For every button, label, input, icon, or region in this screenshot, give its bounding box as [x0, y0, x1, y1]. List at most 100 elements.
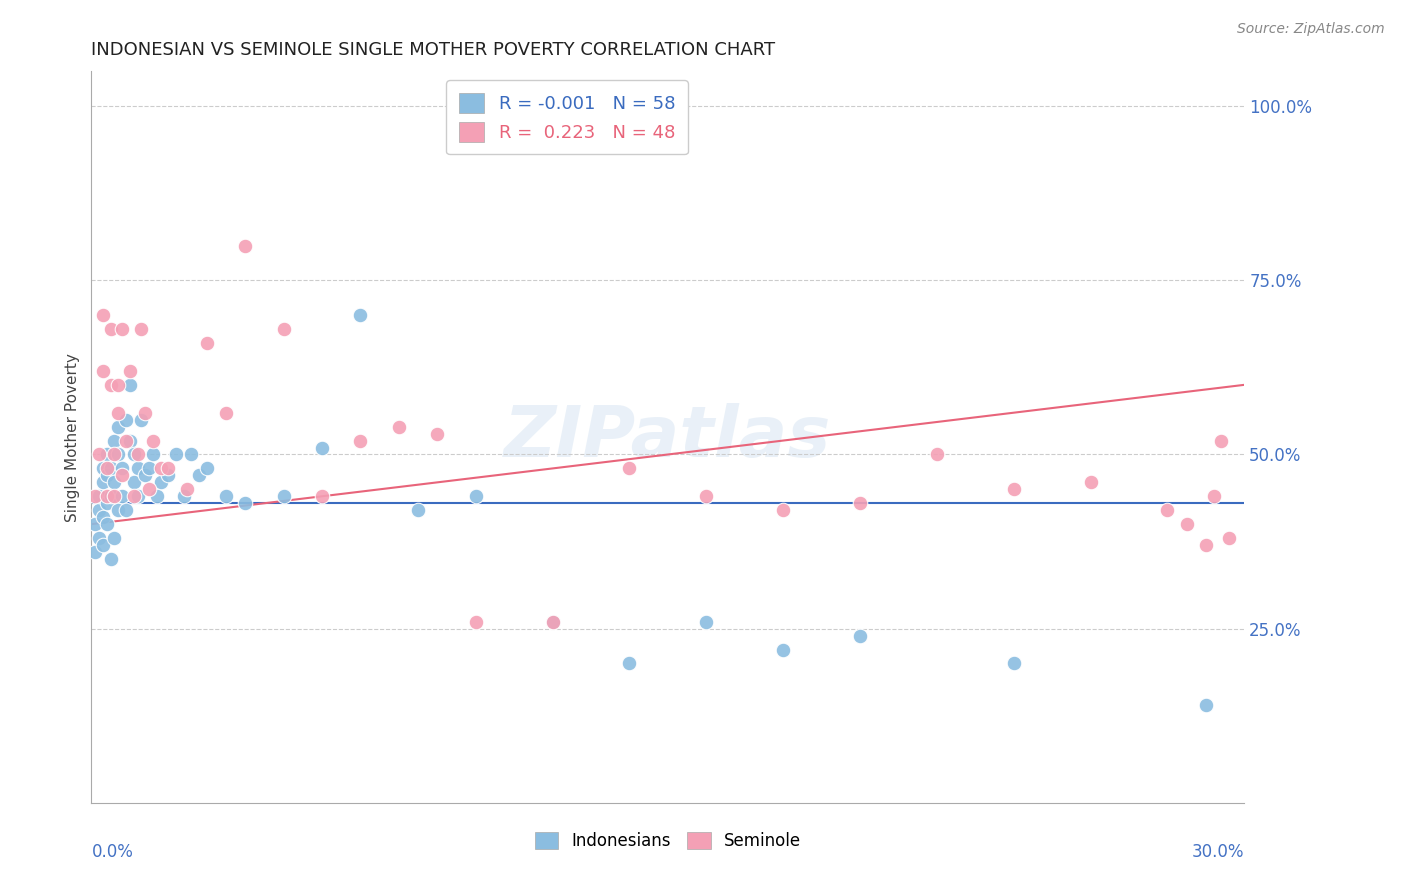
Text: ZIPatlas: ZIPatlas	[505, 402, 831, 472]
Point	[87, 489, 110, 503]
Point	[91, 364, 114, 378]
Point	[87, 531, 110, 545]
Point	[103, 531, 125, 545]
Point	[107, 406, 129, 420]
Point	[1080, 475, 1102, 490]
Point	[100, 461, 122, 475]
Point	[176, 483, 198, 497]
Point	[695, 489, 717, 503]
Point	[388, 419, 411, 434]
Point	[772, 642, 794, 657]
Point	[619, 657, 641, 671]
Point	[349, 434, 371, 448]
Point	[406, 503, 429, 517]
Point	[96, 489, 118, 503]
Point	[1195, 698, 1218, 713]
Point	[115, 434, 138, 448]
Point	[122, 489, 145, 503]
Point	[233, 496, 256, 510]
Point	[464, 489, 486, 503]
Point	[273, 489, 295, 503]
Point	[84, 545, 107, 559]
Point	[195, 336, 218, 351]
Point	[138, 461, 160, 475]
Point	[311, 441, 333, 455]
Point	[96, 448, 118, 462]
Point	[772, 503, 794, 517]
Point	[111, 468, 134, 483]
Point	[1202, 489, 1225, 503]
Point	[925, 448, 948, 462]
Point	[1175, 517, 1198, 532]
Point	[115, 503, 138, 517]
Point	[107, 503, 129, 517]
Point	[100, 552, 122, 566]
Point	[103, 434, 125, 448]
Point	[87, 448, 110, 462]
Point	[233, 238, 256, 252]
Point	[1218, 531, 1240, 545]
Point	[96, 517, 118, 532]
Point	[1002, 483, 1025, 497]
Point	[849, 629, 872, 643]
Point	[107, 377, 129, 392]
Point	[107, 419, 129, 434]
Point	[215, 406, 238, 420]
Point	[103, 448, 125, 462]
Legend: Indonesians, Seminole: Indonesians, Seminole	[527, 825, 808, 856]
Point	[180, 448, 202, 462]
Point	[1156, 503, 1178, 517]
Point	[122, 448, 145, 462]
Point	[149, 461, 172, 475]
Point	[127, 461, 149, 475]
Point	[111, 322, 134, 336]
Point	[91, 538, 114, 552]
Text: 30.0%: 30.0%	[1192, 843, 1244, 861]
Point	[118, 434, 141, 448]
Point	[149, 475, 172, 490]
Point	[541, 615, 564, 629]
Point	[107, 448, 129, 462]
Point	[100, 489, 122, 503]
Point	[115, 412, 138, 426]
Point	[91, 461, 114, 475]
Point	[1195, 538, 1218, 552]
Point	[103, 489, 125, 503]
Point	[96, 496, 118, 510]
Point	[118, 364, 141, 378]
Point	[157, 468, 180, 483]
Point	[134, 406, 156, 420]
Point	[157, 461, 180, 475]
Point	[96, 468, 118, 483]
Text: INDONESIAN VS SEMINOLE SINGLE MOTHER POVERTY CORRELATION CHART: INDONESIAN VS SEMINOLE SINGLE MOTHER POV…	[91, 41, 776, 59]
Point	[111, 461, 134, 475]
Point	[188, 468, 211, 483]
Point	[541, 615, 564, 629]
Point	[131, 322, 153, 336]
Point	[84, 489, 107, 503]
Point	[464, 615, 486, 629]
Point	[84, 517, 107, 532]
Y-axis label: Single Mother Poverty: Single Mother Poverty	[65, 352, 80, 522]
Point	[311, 489, 333, 503]
Point	[215, 489, 238, 503]
Point	[1002, 657, 1025, 671]
Point	[103, 475, 125, 490]
Point	[195, 461, 218, 475]
Point	[91, 510, 114, 524]
Text: Source: ZipAtlas.com: Source: ZipAtlas.com	[1237, 22, 1385, 37]
Point	[96, 461, 118, 475]
Point	[142, 448, 165, 462]
Point	[349, 308, 371, 322]
Point	[619, 461, 641, 475]
Point	[426, 426, 449, 441]
Point	[127, 448, 149, 462]
Point	[127, 489, 149, 503]
Point	[100, 377, 122, 392]
Point	[87, 503, 110, 517]
Point	[91, 308, 114, 322]
Text: 0.0%: 0.0%	[91, 843, 134, 861]
Point	[91, 475, 114, 490]
Point	[142, 434, 165, 448]
Point	[165, 448, 187, 462]
